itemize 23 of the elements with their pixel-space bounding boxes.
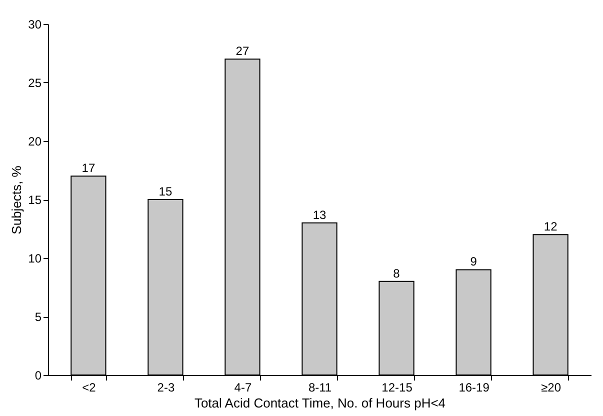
data-label: 17 xyxy=(82,161,96,176)
y-tick-label: 25 xyxy=(28,76,42,90)
x-tick-label: 8-11 xyxy=(308,380,332,394)
data-label: 15 xyxy=(158,184,172,198)
x-tick-label: 12-15 xyxy=(382,380,413,394)
x-tick-label: 4-7 xyxy=(234,380,252,394)
y-axis-title: Subjects, % xyxy=(9,165,24,234)
data-label: 9 xyxy=(470,254,478,269)
y-tick-label: 20 xyxy=(28,134,42,148)
y-tick-label: 0 xyxy=(34,368,42,382)
x-tick-label: ≥20 xyxy=(541,380,562,394)
data-label: 27 xyxy=(236,44,250,58)
data-label: 8 xyxy=(393,266,400,280)
y-tick-label: 30 xyxy=(28,18,42,32)
y-tick-label: 10 xyxy=(28,252,42,266)
data-label: 13 xyxy=(312,208,326,222)
x-tick-label: 16-19 xyxy=(458,380,490,394)
x-axis-title: Total Acid Contact Time, No. of Hours pH<4 xyxy=(194,396,446,410)
y-tick-label: 5 xyxy=(34,310,42,324)
x-tick-label: <2 xyxy=(82,380,96,394)
data-label: 12 xyxy=(544,220,558,234)
y-tick-label: 15 xyxy=(28,193,42,207)
x-tick-label: 2-3 xyxy=(157,380,175,394)
